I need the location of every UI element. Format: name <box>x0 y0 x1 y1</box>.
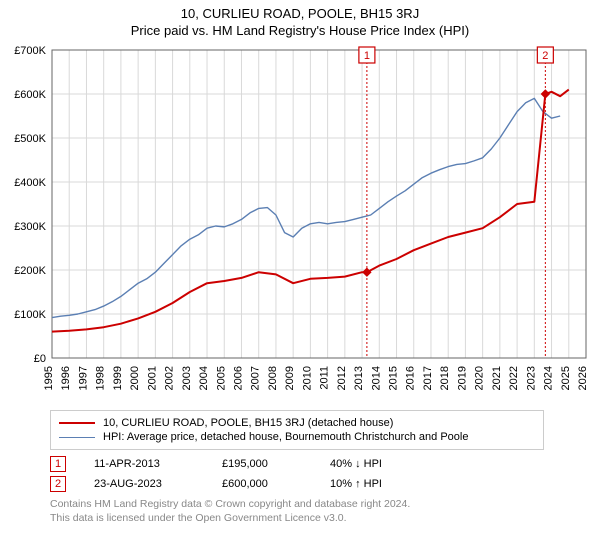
svg-text:£700K: £700K <box>14 45 46 57</box>
svg-text:1999: 1999 <box>112 366 124 390</box>
svg-text:2015: 2015 <box>388 366 400 390</box>
marker-price: £195,000 <box>222 458 302 470</box>
svg-text:2012: 2012 <box>336 366 348 390</box>
marker-detail-row: 1 11-APR-2013 £195,000 40% ↓ HPI <box>50 456 592 472</box>
marker-badge: 1 <box>50 456 66 472</box>
svg-text:2004: 2004 <box>198 366 210 390</box>
svg-text:2011: 2011 <box>319 366 331 390</box>
svg-text:1998: 1998 <box>95 366 107 390</box>
svg-text:2005: 2005 <box>215 366 227 390</box>
legend-label-property: 10, CURLIEU ROAD, POOLE, BH15 3RJ (detac… <box>103 417 393 429</box>
marker-date: 23-AUG-2023 <box>94 478 194 490</box>
svg-text:£500K: £500K <box>14 133 46 145</box>
chart-container: 10, CURLIEU ROAD, POOLE, BH15 3RJ Price … <box>0 0 600 533</box>
marker-detail-row: 2 23-AUG-2023 £600,000 10% ↑ HPI <box>50 476 592 492</box>
svg-text:2018: 2018 <box>439 366 451 390</box>
svg-text:£100K: £100K <box>14 309 46 321</box>
svg-text:1997: 1997 <box>77 366 89 390</box>
legend-swatch-hpi <box>59 437 95 438</box>
legend-row-property: 10, CURLIEU ROAD, POOLE, BH15 3RJ (detac… <box>59 417 535 429</box>
legend-label-hpi: HPI: Average price, detached house, Bour… <box>103 431 468 443</box>
svg-text:1995: 1995 <box>43 366 55 390</box>
chart-title-address: 10, CURLIEU ROAD, POOLE, BH15 3RJ <box>8 6 592 21</box>
svg-text:£400K: £400K <box>14 177 46 189</box>
svg-text:£300K: £300K <box>14 221 46 233</box>
chart-svg: £0 £100K £200K £300K £400K £500K £600K £700K 199… <box>8 44 592 404</box>
chart-legend: 10, CURLIEU ROAD, POOLE, BH15 3RJ (detac… <box>50 410 544 450</box>
chart-title-subtitle: Price paid vs. HM Land Registry's House … <box>8 23 592 38</box>
marker-price: £600,000 <box>222 478 302 490</box>
svg-text:2006: 2006 <box>232 366 244 390</box>
svg-text:2001: 2001 <box>146 366 158 390</box>
svg-text:2010: 2010 <box>301 366 313 390</box>
svg-text:2000: 2000 <box>129 366 141 390</box>
marker-date: 11-APR-2013 <box>94 458 194 470</box>
svg-text:2022: 2022 <box>508 366 520 390</box>
attribution-line2: This data is licensed under the Open Gov… <box>50 512 592 526</box>
legend-row-hpi: HPI: Average price, detached house, Bour… <box>59 431 535 443</box>
svg-text:2003: 2003 <box>181 366 193 390</box>
svg-text:1: 1 <box>364 50 370 62</box>
svg-text:2009: 2009 <box>284 366 296 390</box>
attribution-text: Contains HM Land Registry data © Crown c… <box>50 498 592 525</box>
marker-delta: 40% ↓ HPI <box>330 458 382 470</box>
svg-text:2007: 2007 <box>250 366 262 390</box>
svg-text:2025: 2025 <box>560 366 572 390</box>
svg-text:1996: 1996 <box>60 366 72 390</box>
svg-text:2019: 2019 <box>456 366 468 390</box>
svg-text:2017: 2017 <box>422 366 434 390</box>
svg-text:£0: £0 <box>34 353 46 365</box>
legend-swatch-property <box>59 422 95 424</box>
svg-text:2014: 2014 <box>370 366 382 390</box>
svg-text:2008: 2008 <box>267 366 279 390</box>
svg-text:2026: 2026 <box>577 366 589 390</box>
svg-text:£600K: £600K <box>14 89 46 101</box>
svg-text:2021: 2021 <box>491 366 503 390</box>
marker-delta: 10% ↑ HPI <box>330 478 382 490</box>
marker-badge: 2 <box>50 476 66 492</box>
svg-text:2013: 2013 <box>353 366 365 390</box>
chart-plot-area: £0 £100K £200K £300K £400K £500K £600K £700K 199… <box>8 44 592 404</box>
svg-text:2: 2 <box>542 50 548 62</box>
svg-text:£200K: £200K <box>14 265 46 277</box>
svg-text:2002: 2002 <box>164 366 176 390</box>
attribution-line1: Contains HM Land Registry data © Crown c… <box>50 498 592 512</box>
svg-text:2024: 2024 <box>543 366 555 390</box>
svg-text:2020: 2020 <box>474 366 486 390</box>
svg-text:2016: 2016 <box>405 366 417 390</box>
svg-text:2023: 2023 <box>525 366 537 390</box>
